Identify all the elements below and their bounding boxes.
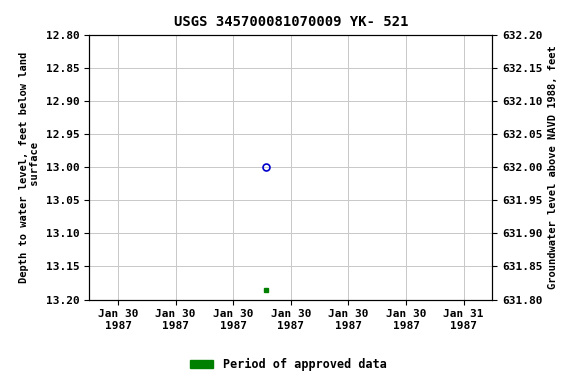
Legend: Period of approved data: Period of approved data bbox=[185, 354, 391, 376]
Y-axis label: Depth to water level, feet below land
 surface: Depth to water level, feet below land su… bbox=[18, 51, 40, 283]
Title: USGS 345700081070009 YK- 521: USGS 345700081070009 YK- 521 bbox=[173, 15, 408, 29]
Y-axis label: Groundwater level above NAVD 1988, feet: Groundwater level above NAVD 1988, feet bbox=[548, 45, 558, 289]
